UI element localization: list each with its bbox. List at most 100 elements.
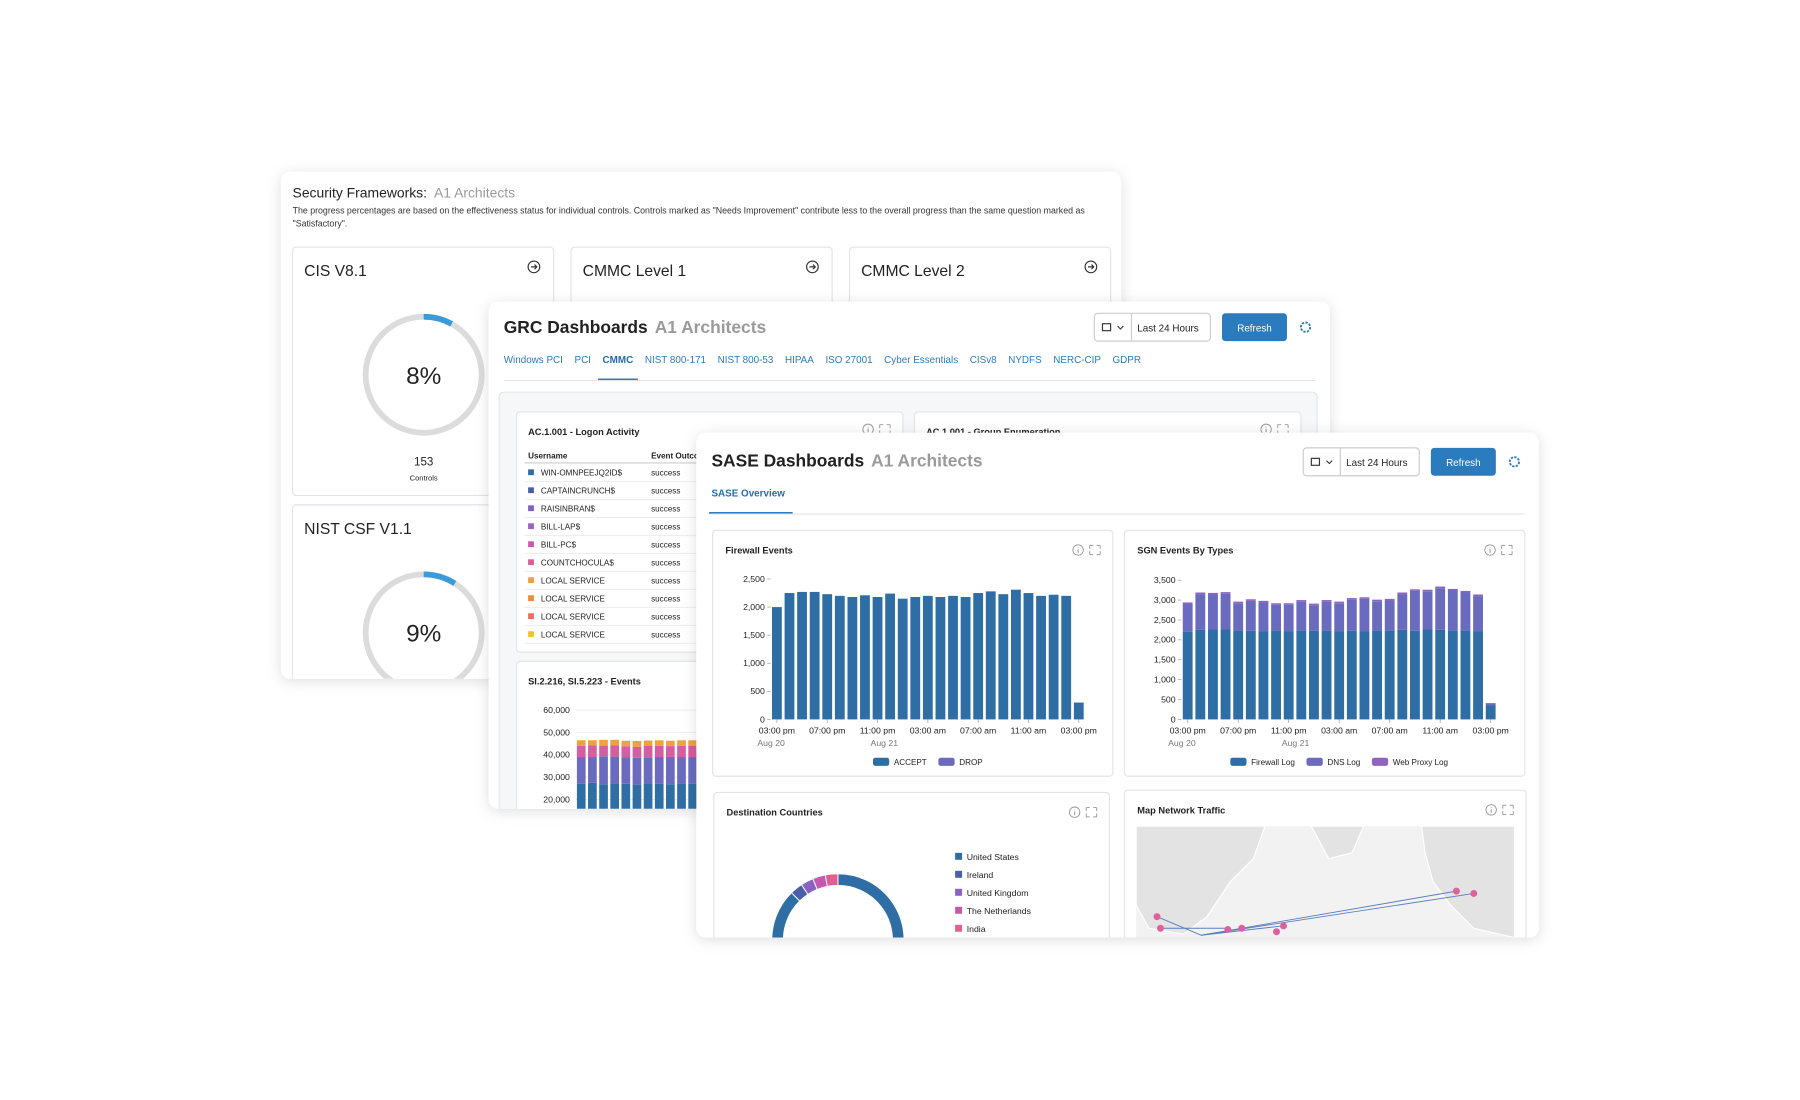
map-point [1273,928,1281,936]
bar [1061,595,1072,720]
bar [872,596,883,720]
cell: success [651,505,680,514]
bar [1233,603,1244,631]
bar [1036,595,1046,720]
y-tick-label: 2,500 [743,574,765,584]
x-tick-label: 07:00 pm [1220,725,1256,735]
cell: success [651,577,680,586]
tab[interactable]: NIST 800-53 [718,355,774,366]
tab[interactable]: CMMC [603,355,634,366]
bar [1283,604,1294,632]
refresh-button[interactable] [1430,447,1496,476]
legend-label: ACCEPT [894,758,927,767]
refresh-button[interactable] [1221,313,1287,342]
map-points [1153,887,1478,936]
tab[interactable]: ISO 27001 [825,355,872,366]
map-point [1153,913,1161,921]
bar [632,746,642,758]
tab[interactable]: Windows PCI [504,355,563,366]
bar [677,740,686,746]
frameworks-heading: Security Frameworks: A1 Architects [293,184,516,200]
bar [1447,590,1458,631]
cell: success [651,559,680,568]
bar [1309,630,1319,720]
bar [1473,596,1483,632]
bar [1346,598,1357,600]
x-tick-label: 11:00 am [1011,725,1047,735]
map-land [1420,825,1515,938]
tab[interactable]: HIPAA [785,355,814,366]
info-icon[interactable] [1484,544,1496,556]
tab[interactable]: NYDFS [1008,355,1042,366]
open-icon[interactable] [527,260,541,274]
bar [1372,630,1382,720]
bar [1195,594,1206,630]
bar [797,591,807,720]
row-marker [528,631,534,638]
refresh-label[interactable]: Refresh [1446,458,1481,469]
tab[interactable]: PCI [575,355,591,366]
legend-label: India [967,924,986,934]
date-picker[interactable] [1302,447,1420,477]
info-icon[interactable] [1068,806,1081,818]
expand-icon[interactable] [1502,804,1514,816]
settings-icon[interactable] [1299,321,1312,333]
bar [688,740,697,746]
bar [654,757,664,784]
row-marker [528,487,534,494]
bar [1397,594,1408,630]
bar [1422,629,1433,720]
open-icon[interactable] [1084,260,1098,274]
tab[interactable]: GDPR [1113,355,1142,366]
bar [599,745,608,757]
tab[interactable]: Cyber Essentials [884,355,958,366]
bar [784,593,795,720]
bar [1460,630,1471,720]
bar [960,596,971,720]
description-box: The progress percentages are based on th… [293,205,1085,228]
bar [1010,589,1021,720]
bar [1473,594,1483,597]
bar [1283,631,1294,720]
y-tick-label: 1,500 [1154,655,1176,665]
tab[interactable]: CISv8 [970,355,997,366]
expand-icon[interactable] [1089,544,1101,556]
info-icon[interactable] [1072,544,1084,556]
controls-label: Controls [410,473,438,482]
bar [632,757,642,785]
cell: success [651,541,680,550]
card-title: Map Network Traffic [1137,805,1225,815]
bar [1271,604,1281,631]
bar [1296,600,1307,602]
bar [576,783,586,809]
date-range: Last 24 Hours [1137,323,1198,334]
bar [1182,604,1193,632]
settings-icon[interactable] [1508,456,1520,468]
date-picker[interactable] [1093,312,1211,342]
bar [588,782,597,809]
legend-label: United Kingdom [967,888,1029,898]
cell: LOCAL SERVICE [541,631,606,640]
map-point [1224,925,1232,933]
donut-segment [771,873,905,938]
expand-icon[interactable] [1501,544,1513,556]
tab[interactable]: SASE Overview [711,489,785,500]
tab[interactable]: NIST 800-171 [645,355,706,366]
open-icon[interactable] [806,260,819,274]
bar [1309,603,1319,606]
info-icon[interactable] [1485,804,1497,816]
cell: RAISINBRAN$ [541,505,596,514]
expand-icon[interactable] [1085,807,1098,818]
bar [809,591,820,720]
bar [576,745,586,758]
tab[interactable]: NERC-CIP [1053,355,1101,366]
bar [1296,630,1307,720]
x-tick-label: 03:00 pm [1170,725,1206,735]
frameworks-title: Security Frameworks: [293,184,427,200]
bar [834,595,845,720]
bar [1321,600,1332,602]
sase-subtitle: A1 Architects [871,450,982,470]
legend-label: Ireland [967,870,994,880]
refresh-label[interactable]: Refresh [1237,323,1272,334]
